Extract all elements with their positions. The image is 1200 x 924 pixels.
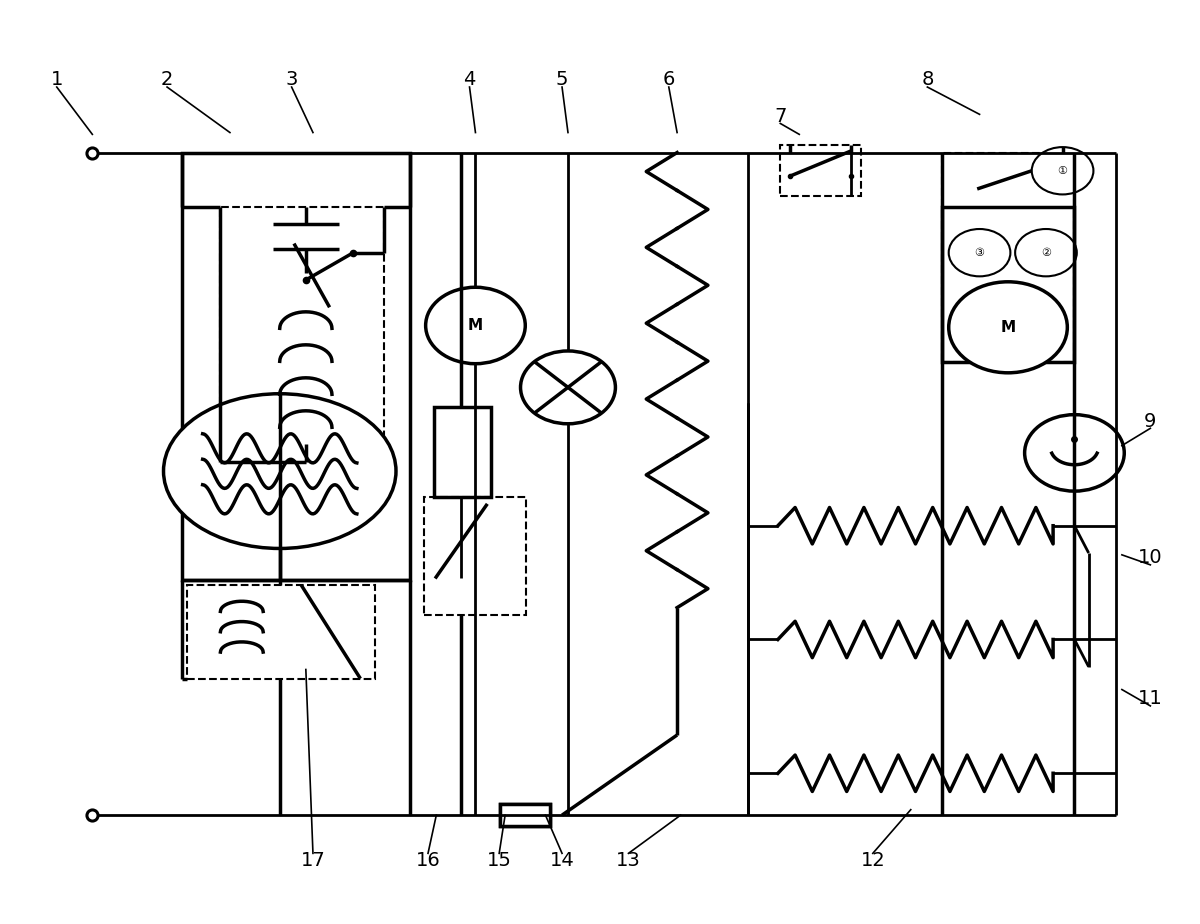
Bar	[425, 496, 527, 614]
Circle shape	[1015, 229, 1076, 276]
Circle shape	[1025, 415, 1124, 492]
Text: ②: ②	[1040, 248, 1051, 258]
Text: 15: 15	[487, 851, 511, 870]
Text: M: M	[468, 318, 484, 333]
Text: 13: 13	[616, 851, 641, 870]
Text: 14: 14	[550, 851, 575, 870]
Circle shape	[521, 351, 616, 424]
Text: 6: 6	[662, 70, 674, 90]
Text: 16: 16	[415, 851, 440, 870]
Bar	[434, 407, 491, 496]
Text: 12: 12	[860, 851, 886, 870]
Text: 17: 17	[300, 851, 325, 870]
Text: 10: 10	[1138, 548, 1163, 567]
Bar	[942, 207, 1074, 362]
Text: ①: ①	[1057, 165, 1068, 176]
Bar	[942, 152, 1074, 362]
Ellipse shape	[163, 394, 396, 549]
Text: 8: 8	[922, 70, 934, 90]
Bar	[500, 804, 550, 826]
Text: 9: 9	[1144, 411, 1157, 431]
Text: ③: ③	[974, 248, 984, 258]
Circle shape	[949, 229, 1010, 276]
Text: 11: 11	[1138, 689, 1163, 708]
Text: 1: 1	[50, 70, 62, 90]
Bar	[187, 585, 374, 678]
Circle shape	[949, 282, 1067, 372]
Text: 2: 2	[161, 70, 173, 90]
Polygon shape	[500, 804, 550, 826]
Text: 7: 7	[774, 106, 786, 126]
Text: M: M	[1001, 320, 1015, 334]
Bar	[221, 207, 384, 462]
Bar	[182, 152, 410, 580]
Bar	[780, 145, 860, 196]
Text: 4: 4	[463, 70, 475, 90]
Text: 3: 3	[286, 70, 298, 90]
Circle shape	[1032, 147, 1093, 194]
Bar	[500, 804, 550, 826]
Text: 5: 5	[556, 70, 569, 90]
Circle shape	[426, 287, 526, 364]
